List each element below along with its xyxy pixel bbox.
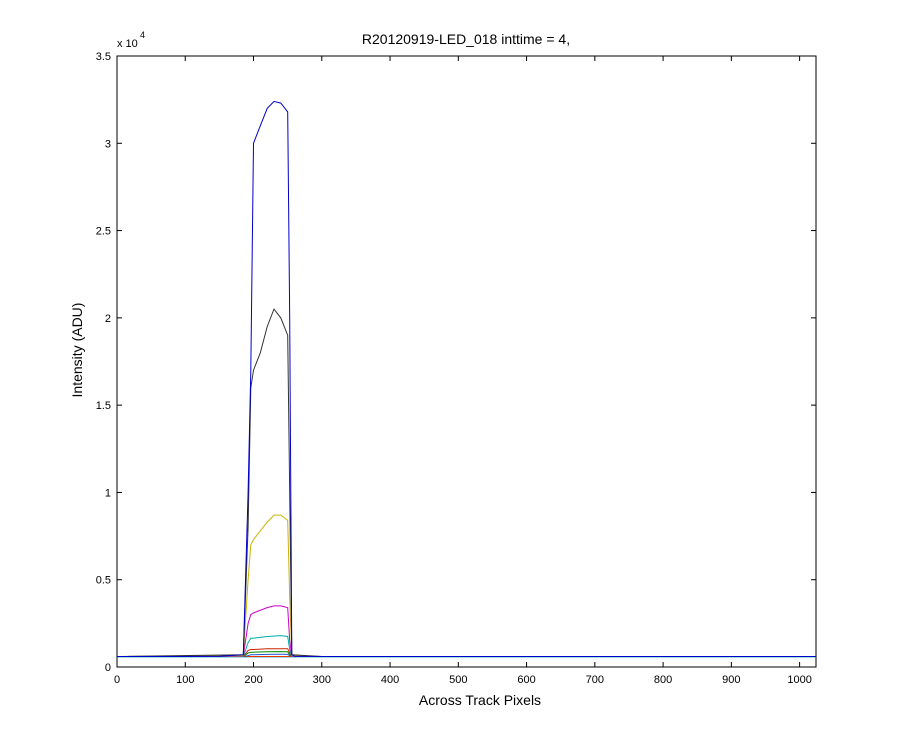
- y-tick-label: 2: [105, 313, 111, 325]
- chart-title: R20120919-LED_018 inttime = 4,: [362, 31, 570, 47]
- series-layer: [116, 100, 816, 658]
- x-tick-label: 700: [586, 674, 604, 686]
- x-tick-label: 500: [449, 674, 467, 686]
- y-axis-label: Intensity (ADU): [69, 303, 85, 398]
- y-tick-label: 3.5: [96, 51, 111, 63]
- x-tick-label: 100: [176, 674, 194, 686]
- y-tick-label: 0: [105, 662, 111, 674]
- y-axis-multiplier-exponent: 4: [140, 30, 145, 40]
- y-tick-label: 0.5: [96, 575, 111, 587]
- x-axis-label: Across Track Pixels: [419, 692, 541, 708]
- y-tick-label: 1.5: [96, 400, 111, 412]
- series-line-1: [117, 100, 816, 657]
- y-tick-label: 2.5: [96, 226, 111, 238]
- plot-area: [116, 55, 817, 668]
- x-tick-label: 300: [313, 674, 331, 686]
- x-tick-label: 200: [244, 674, 262, 686]
- x-tick-label: 0: [114, 674, 120, 686]
- x-tick-label: 1000: [787, 674, 811, 686]
- x-tick-label: 600: [517, 674, 535, 686]
- tick-layer: 0 100 200 300 400 500 600 700 800 900 1000 0 0.5 1 1.5…: [96, 51, 816, 686]
- y-axis-multiplier: x 10: [117, 38, 138, 50]
- y-tick-label: 1: [105, 487, 111, 499]
- x-tick-label: 900: [722, 674, 740, 686]
- y-tick-label: 3: [105, 138, 111, 150]
- x-tick-label: 800: [654, 674, 672, 686]
- x-tick-label: 400: [381, 674, 399, 686]
